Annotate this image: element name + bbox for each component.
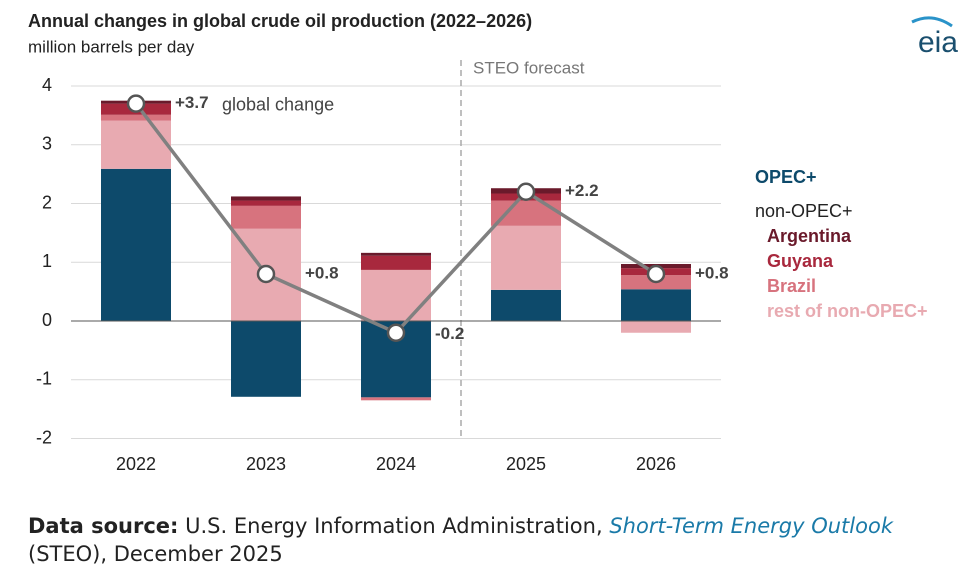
bar-segment: [231, 321, 301, 397]
legend-entry: rest of non-OPEC+: [767, 301, 928, 321]
y-tick-label: 1: [42, 251, 52, 271]
value-label: +3.7: [175, 93, 209, 112]
source-text: U.S. Energy Information Administration,: [185, 514, 603, 538]
bar-segment: [231, 200, 301, 206]
line-marker: [256, 264, 276, 284]
x-tick-label: 2025: [506, 454, 546, 474]
bar-segment: [361, 269, 431, 321]
logo-swoosh: [911, 16, 953, 28]
bar-segment: [101, 114, 171, 121]
value-label: -0.2: [435, 324, 464, 343]
line-marker: [126, 94, 146, 113]
bar-segment: [491, 200, 561, 226]
value-label: +0.8: [695, 263, 729, 282]
line-marker: [386, 323, 406, 342]
x-tick-label: 2023: [246, 454, 286, 474]
bar-segment: [101, 168, 171, 321]
y-tick-label: 2: [42, 192, 52, 212]
chart-subtitle: million barrels per day: [28, 37, 195, 56]
chart-title: Annual changes in global crude oil produ…: [28, 11, 532, 31]
x-tick-label: 2026: [636, 454, 676, 474]
bar-segment: [231, 196, 301, 201]
legend-entry: Guyana: [767, 251, 834, 271]
source-label: Data source:: [28, 514, 179, 538]
bar-segment: [231, 205, 301, 229]
x-tick-label: 2024: [376, 454, 416, 474]
line-marker: [516, 182, 536, 201]
bar-segment: [621, 289, 691, 321]
bar-segment: [491, 289, 561, 321]
bar-segment: [361, 397, 431, 401]
value-label: +2.2: [565, 181, 599, 200]
line-marker: [646, 264, 666, 284]
bar-segment: [361, 252, 431, 256]
y-tick-label: 4: [42, 75, 52, 95]
legend-heading: non-OPEC+: [755, 201, 853, 221]
line-label: global change: [222, 94, 334, 114]
y-tick-label: -1: [36, 369, 52, 389]
value-label: +0.8: [305, 263, 339, 282]
x-tick-label: 2022: [116, 454, 156, 474]
bar-segment: [101, 120, 171, 169]
source-note: Data source: U.S. Energy Information Adm…: [28, 512, 973, 568]
bar-segment: [361, 255, 431, 270]
forecast-label: STEO forecast: [473, 58, 585, 77]
source-tail: (STEO), December 2025: [28, 542, 283, 566]
legend-entry: OPEC+: [755, 167, 817, 187]
logo: eia: [918, 26, 958, 59]
y-tick-label: -2: [36, 427, 52, 447]
legend-entry: Brazil: [767, 276, 816, 296]
legend-entry: Argentina: [767, 226, 852, 246]
y-tick-label: 3: [42, 134, 52, 154]
bar-segment: [491, 225, 561, 290]
chart: Annual changes in global crude oil produ…: [28, 11, 958, 474]
source-link[interactable]: Short-Term Energy Outlook: [609, 514, 893, 538]
y-tick-label: 0: [42, 310, 52, 330]
bar-segment: [621, 321, 691, 333]
